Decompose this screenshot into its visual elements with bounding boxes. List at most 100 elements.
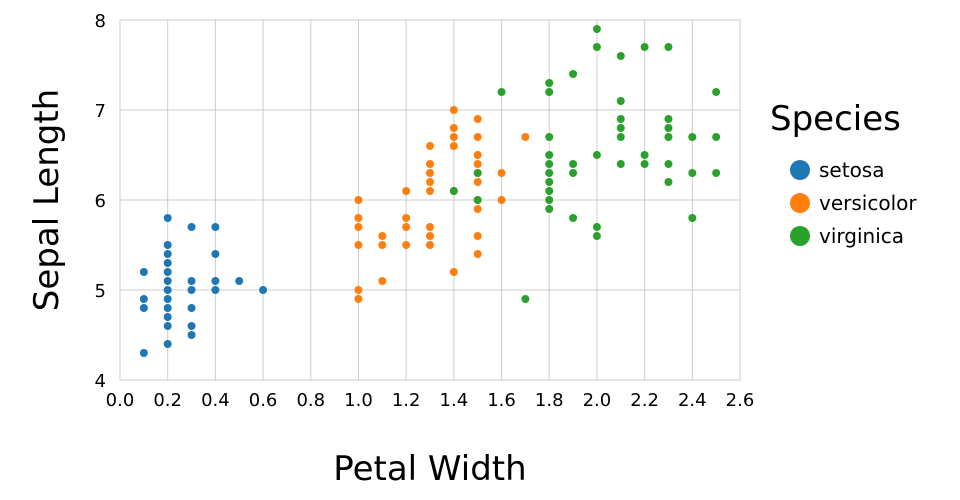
data-point-virginica (497, 88, 506, 96)
data-point-setosa (139, 295, 148, 303)
data-point-versicolor (473, 133, 482, 141)
data-point-versicolor (449, 268, 458, 276)
data-point-versicolor (402, 241, 411, 249)
legend-items: setosa versicolor virginica (790, 158, 917, 248)
x-tick-label: 1.0 (344, 390, 373, 411)
x-tick-label: 0.8 (296, 390, 325, 411)
data-point-versicolor (354, 241, 363, 249)
data-point-versicolor (497, 196, 506, 204)
data-point-setosa (163, 286, 172, 294)
data-point-virginica (664, 178, 673, 186)
grid (119, 19, 741, 381)
data-point-virginica (664, 43, 673, 51)
data-point-virginica (592, 223, 601, 231)
data-point-virginica (616, 124, 625, 132)
x-axis-ticks: 0.0 0.2 0.4 0.6 0.8 1.0 1.2 1.4 1.6 1.8 2.0 2.2 2.4 2… (106, 390, 755, 411)
data-point-virginica (545, 133, 554, 141)
data-point-versicolor (354, 286, 363, 294)
data-point-setosa (163, 322, 172, 330)
data-point-setosa (187, 286, 196, 294)
data-point-virginica (545, 160, 554, 168)
data-point-virginica (616, 115, 625, 123)
x-tick-label: 0.0 (106, 390, 135, 411)
x-tick-label: 2.4 (678, 390, 707, 411)
x-tick-label: 2.2 (630, 390, 659, 411)
data-point-virginica (664, 124, 673, 132)
data-point-setosa (211, 223, 220, 231)
data-point-setosa (163, 268, 172, 276)
data-point-setosa (163, 259, 172, 267)
data-point-virginica (688, 169, 697, 177)
data-point-virginica (473, 196, 482, 204)
data-point-versicolor (354, 295, 363, 303)
data-point-setosa (163, 214, 172, 222)
data-point-setosa (163, 295, 172, 303)
data-point-virginica (545, 88, 554, 96)
data-point-virginica (449, 187, 458, 195)
data-point-virginica (616, 52, 625, 60)
data-point-virginica (521, 295, 530, 303)
data-point-setosa (187, 331, 196, 339)
data-point-setosa (187, 304, 196, 312)
data-point-versicolor (426, 187, 434, 195)
y-axis-ticks: 4 5 6 7 8 (95, 11, 106, 392)
x-tick-label: 0.4 (201, 390, 230, 411)
data-point-virginica (569, 214, 578, 222)
y-tick-label: 8 (95, 11, 106, 32)
data-point-versicolor (473, 160, 482, 168)
legend-label-virginica: virginica (819, 224, 904, 248)
data-point-versicolor (473, 151, 482, 159)
data-point-versicolor (426, 142, 434, 150)
legend: Species setosa versicolor virginica (770, 99, 917, 248)
data-point-versicolor (449, 133, 458, 141)
data-point-virginica (712, 169, 721, 177)
data-point-versicolor (378, 241, 387, 249)
data-point-virginica (712, 133, 721, 141)
data-point-setosa (163, 277, 172, 285)
data-point-setosa (163, 304, 172, 312)
data-point-versicolor (449, 142, 458, 150)
data-point-virginica (569, 160, 578, 168)
data-point-versicolor (426, 169, 434, 177)
data-point-versicolor (354, 196, 363, 204)
data-point-setosa (163, 313, 172, 321)
data-point-versicolor (426, 232, 434, 240)
x-tick-label: 0.2 (153, 390, 182, 411)
data-point-setosa (211, 277, 220, 285)
x-tick-label: 0.6 (249, 390, 278, 411)
data-point-versicolor (426, 178, 434, 186)
data-point-versicolor (473, 178, 482, 186)
data-point-setosa (211, 250, 220, 258)
data-point-setosa (187, 322, 196, 330)
data-point-versicolor (426, 223, 434, 231)
legend-marker-virginica (790, 226, 810, 246)
y-tick-label: 6 (95, 191, 106, 212)
data-point-virginica (592, 232, 601, 240)
data-point-virginica (664, 133, 673, 141)
data-point-setosa (139, 304, 148, 312)
data-point-virginica (712, 88, 721, 96)
data-point-setosa (139, 268, 148, 276)
y-tick-label: 7 (95, 101, 106, 122)
data-point-versicolor (426, 160, 434, 168)
data-point-versicolor (354, 223, 363, 231)
data-point-virginica (545, 187, 554, 195)
legend-title: Species (770, 99, 901, 139)
data-points (139, 25, 721, 357)
data-point-virginica (545, 178, 554, 186)
data-point-setosa (163, 340, 172, 348)
data-point-versicolor (497, 169, 506, 177)
plot-frame (119, 19, 741, 381)
data-point-setosa (139, 349, 148, 357)
data-point-versicolor (378, 232, 387, 240)
data-point-virginica (688, 214, 697, 222)
data-point-setosa (187, 223, 196, 231)
data-point-versicolor (378, 277, 387, 285)
x-tick-label: 2.0 (583, 390, 612, 411)
data-point-versicolor (402, 223, 411, 231)
data-point-setosa (235, 277, 244, 285)
data-point-virginica (545, 79, 554, 87)
data-point-virginica (640, 160, 649, 168)
x-tick-label: 2.6 (726, 390, 755, 411)
